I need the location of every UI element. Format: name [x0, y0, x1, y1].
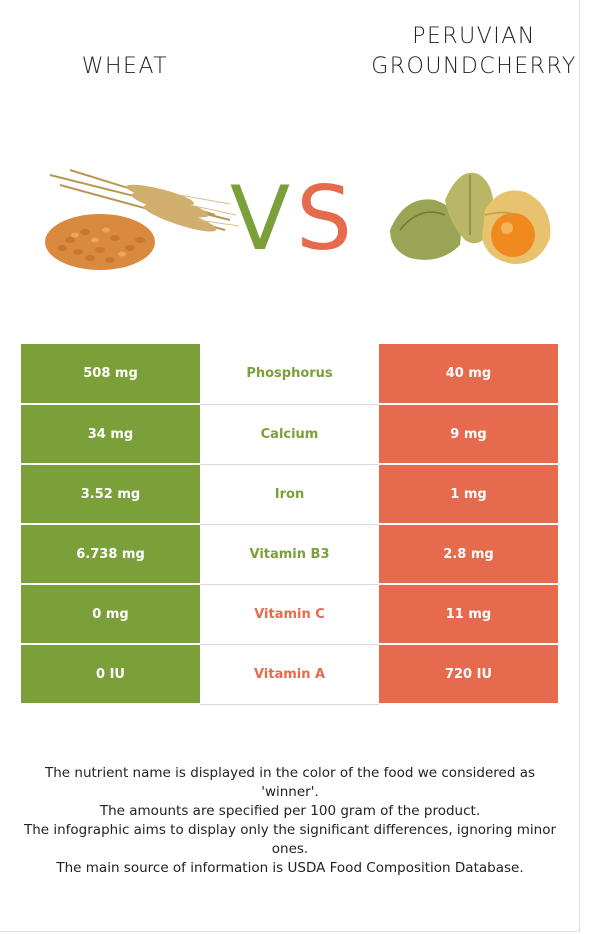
nutrient-name: Vitamin A: [200, 644, 379, 705]
right-amount: 9 mg: [379, 404, 558, 465]
left-food-title: WHEAT: [81, 54, 169, 79]
comparison-row: 34 mg Calcium 9 mg: [21, 404, 558, 465]
left-amount: 34 mg: [21, 404, 200, 465]
note-per-100g: The amounts are specified per 100 gram o…: [99, 803, 481, 819]
left-amount: 0 IU: [21, 644, 200, 705]
groundcherry-image: [390, 172, 551, 265]
vs-mark: V S: [230, 167, 352, 265]
left-amount: 508 mg: [21, 344, 200, 405]
right-food-title: PERUVIAN GROUNDCHERRY: [368, 22, 580, 82]
right-amount: 720 IU: [379, 644, 558, 705]
comparison-table: 508 mg Phosphorus 40 mg 34 mg Calcium 9 mg 3.5…: [21, 344, 558, 705]
note-winner-color: The nutrient name is displayed in the co…: [44, 765, 536, 800]
note-source: The main source of information is USDA F…: [56, 860, 524, 876]
right-amount: 2.8 mg: [379, 524, 558, 585]
comparison-row: 3.52 mg Iron 1 mg: [21, 464, 558, 525]
nutrient-name: Phosphorus: [200, 344, 379, 405]
vs-s-letter: S: [296, 167, 352, 265]
comparison-row: 0 IU Vitamin A 720 IU: [21, 644, 558, 705]
vs-v-letter: V: [230, 167, 290, 265]
right-food-title-line-1: PERUVIAN: [412, 24, 536, 49]
nutrient-name: Calcium: [200, 404, 379, 465]
nutrient-name: Vitamin C: [200, 584, 379, 645]
nutrient-name: Vitamin B3: [200, 524, 379, 585]
right-amount: 40 mg: [379, 344, 558, 405]
right-amount: 1 mg: [379, 464, 558, 525]
right-food-title-line-2: GROUNDCHERRY: [371, 54, 577, 79]
comparison-row: 6.738 mg Vitamin B3 2.8 mg: [21, 524, 558, 585]
wheat-image: [45, 169, 240, 270]
nutrient-name: Iron: [200, 464, 379, 525]
footnotes: The nutrient name is displayed in the co…: [20, 764, 560, 878]
comparison-row: 508 mg Phosphorus 40 mg: [21, 344, 558, 405]
comparison-row: 0 mg Vitamin C 11 mg: [21, 584, 558, 645]
left-amount: 3.52 mg: [21, 464, 200, 525]
left-amount: 0 mg: [21, 584, 200, 645]
left-amount: 6.738 mg: [21, 524, 200, 585]
note-significant-differences: The infographic aims to display only the…: [23, 822, 557, 857]
right-amount: 11 mg: [379, 584, 558, 645]
